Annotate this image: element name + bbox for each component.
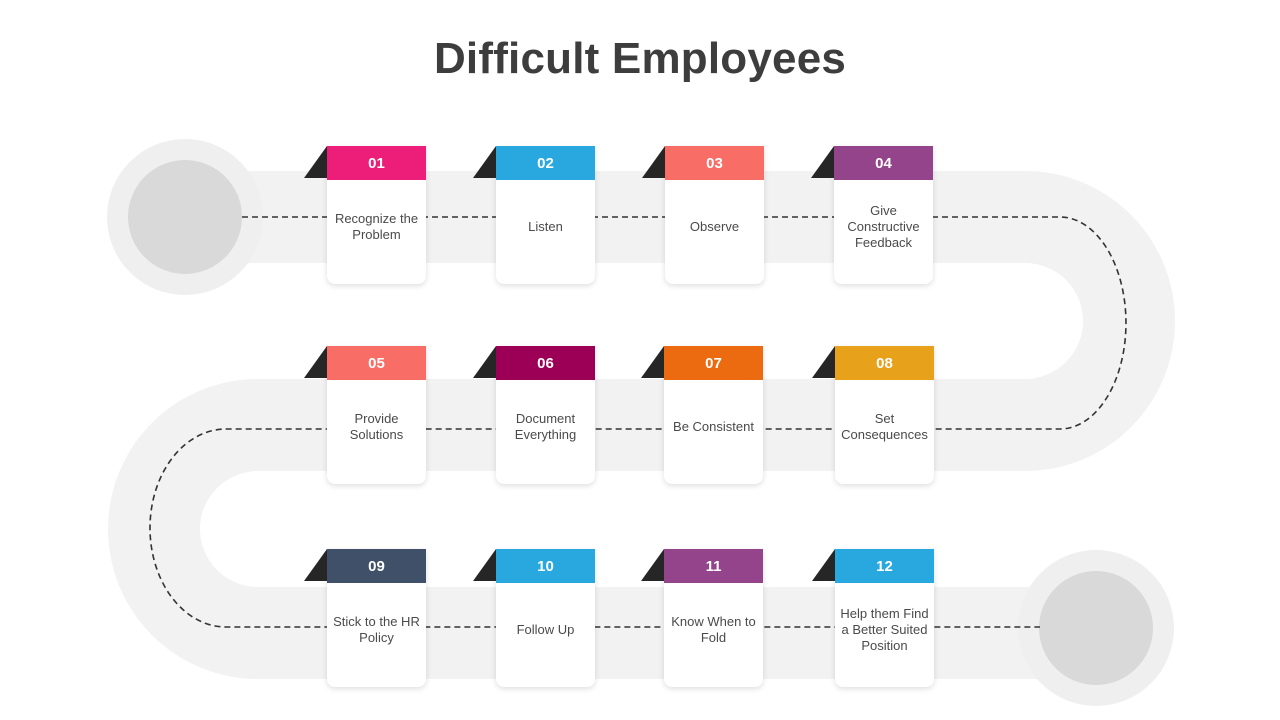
step-card-09: 09 Stick to the HR Policy bbox=[304, 549, 426, 687]
step-label: Be Consistent bbox=[673, 419, 754, 434]
step-card-12: 12 Help them Find a Better Suited Positio… bbox=[812, 549, 934, 687]
step-label: Observe bbox=[689, 219, 740, 234]
step-label: Recognize the Problem bbox=[334, 211, 419, 242]
end-circle-inner bbox=[1039, 571, 1153, 685]
step-label: Document Everything bbox=[514, 411, 577, 442]
step-number: 11 bbox=[664, 549, 763, 583]
step-number: 01 bbox=[327, 146, 426, 180]
step-label: Listen bbox=[528, 219, 563, 234]
step-card-03: 03 Observe bbox=[642, 146, 764, 284]
step-number: 03 bbox=[665, 146, 764, 180]
step-card-01: 01 Recognize the Problem bbox=[304, 146, 426, 284]
step-number: 05 bbox=[327, 346, 426, 380]
step-card-02: 02 Listen bbox=[473, 146, 595, 284]
step-card-06: 06 Document Everything bbox=[473, 346, 595, 484]
step-number: 02 bbox=[496, 146, 595, 180]
step-card-08: 08 Set Consequences bbox=[812, 346, 934, 484]
step-card-11: 11 Know When to Fold bbox=[641, 549, 763, 687]
step-card-10: 10 Follow Up bbox=[473, 549, 595, 687]
step-number: 07 bbox=[664, 346, 763, 380]
step-label: Give Constructive Feedback bbox=[847, 203, 920, 250]
step-label: Provide Solutions bbox=[349, 411, 404, 442]
page-title: Difficult Employees bbox=[433, 34, 847, 83]
step-number: 12 bbox=[835, 549, 934, 583]
step-card-04: 04 Give Constructive Feedback bbox=[811, 146, 933, 284]
step-label: Help them Find a Better Suited Position bbox=[840, 606, 929, 653]
step-number: 09 bbox=[327, 549, 426, 583]
step-number: 08 bbox=[835, 346, 934, 380]
step-label: Stick to the HR Policy bbox=[333, 614, 420, 645]
step-number: 04 bbox=[834, 146, 933, 180]
step-number: 10 bbox=[496, 549, 595, 583]
step-label: Follow Up bbox=[516, 622, 575, 637]
start-circle-inner bbox=[128, 160, 242, 274]
step-number: 06 bbox=[496, 346, 595, 380]
step-label: Know When to Fold bbox=[671, 614, 756, 645]
step-card-05: 05 Provide Solutions bbox=[304, 346, 426, 484]
step-card-07: 07 Be Consistent bbox=[641, 346, 763, 484]
road-band bbox=[108, 171, 1175, 679]
step-label: Set Consequences bbox=[841, 411, 928, 442]
dashed-path bbox=[149, 216, 1127, 628]
